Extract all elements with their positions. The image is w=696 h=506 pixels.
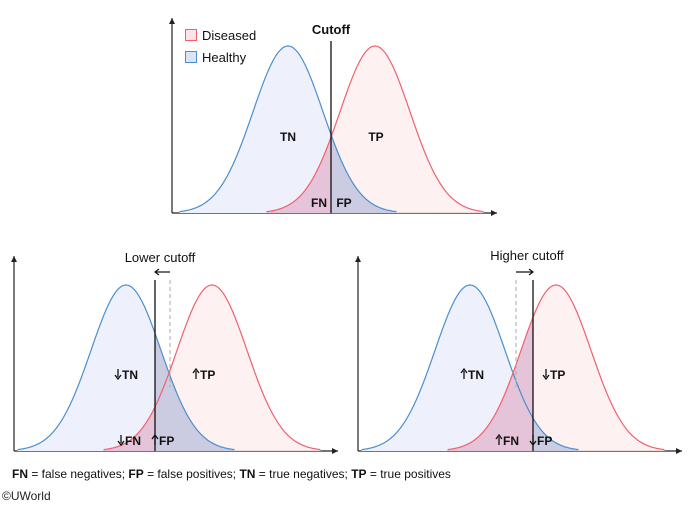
diseased-curve (266, 45, 484, 213)
true-positive-label: TP (200, 368, 215, 382)
false-negative-label-up-arrow-icon-head (495, 433, 503, 440)
false-negative-label: FN (311, 196, 327, 210)
false-negative-area (447, 318, 533, 451)
false-positive-label-up-arrow-icon-head (151, 433, 159, 440)
diseased-curve (447, 284, 665, 451)
cutoff-label: Higher cutoff (490, 248, 564, 263)
false-positive-area (155, 333, 234, 451)
true-negative-label: TN (468, 368, 484, 382)
false-negative-area (266, 138, 331, 213)
shift-arrow-head (528, 268, 534, 276)
healthy-curve (17, 284, 235, 451)
true-positive-label: TP (368, 130, 383, 144)
footnote-abbr: FP (128, 467, 144, 481)
true-positive-label-up-arrow-icon-head (192, 367, 200, 374)
healthy-legend-swatch (185, 51, 197, 63)
footnote-abbr: FN (12, 467, 28, 481)
cutoff-label: Lower cutoff (125, 250, 196, 265)
healthy-curve (179, 45, 397, 213)
true-positive-label-down-arrow-icon-head (542, 374, 550, 381)
y-axis-arrow-icon (169, 18, 175, 24)
false-negative-label: FN (125, 434, 141, 448)
shift-arrow-head (154, 268, 160, 276)
x-axis-arrow-icon (332, 448, 338, 454)
false-positive-label: FP (336, 196, 351, 210)
false-positive-label: FP (159, 434, 174, 448)
cutoff-label: Cutoff (312, 22, 351, 37)
healthy-legend-label: Healthy (202, 50, 247, 65)
footnote-def: = false negatives; (28, 467, 129, 481)
footnote: FN = false negatives; FP = false positiv… (12, 467, 451, 481)
true-negative-label-up-arrow-icon-head (460, 367, 468, 374)
false-positive-area (533, 418, 578, 451)
diseased-curve (103, 284, 321, 451)
y-axis-arrow-icon (11, 256, 17, 262)
y-axis-arrow-icon (355, 256, 361, 262)
false-positive-area (331, 134, 396, 213)
diseased-legend-swatch (185, 29, 197, 41)
false-negative-label: FN (503, 434, 519, 448)
footnote-def: = true positives (366, 467, 451, 481)
false-negative-area (103, 407, 155, 451)
false-positive-label-down-arrow-icon-head (529, 440, 537, 447)
footnote-def: = false positives; (143, 467, 240, 481)
healthy-curve (361, 284, 579, 451)
footnote-abbr: TN (239, 467, 256, 481)
false-positive-label: FP (537, 434, 552, 448)
x-axis-arrow-icon (676, 448, 682, 454)
x-axis-arrow-icon (491, 210, 497, 216)
true-negative-label: TN (122, 368, 138, 382)
footnote-def: = true negatives; (255, 467, 352, 481)
true-positive-label: TP (550, 368, 565, 382)
true-negative-label-down-arrow-icon-head (114, 374, 122, 381)
diseased-legend-label: Diseased (202, 28, 256, 43)
false-negative-label-down-arrow-icon-head (117, 440, 125, 447)
copyright: ©UWorld (2, 489, 51, 503)
footnote-abbr: TP (351, 467, 367, 481)
true-negative-label: TN (280, 130, 296, 144)
